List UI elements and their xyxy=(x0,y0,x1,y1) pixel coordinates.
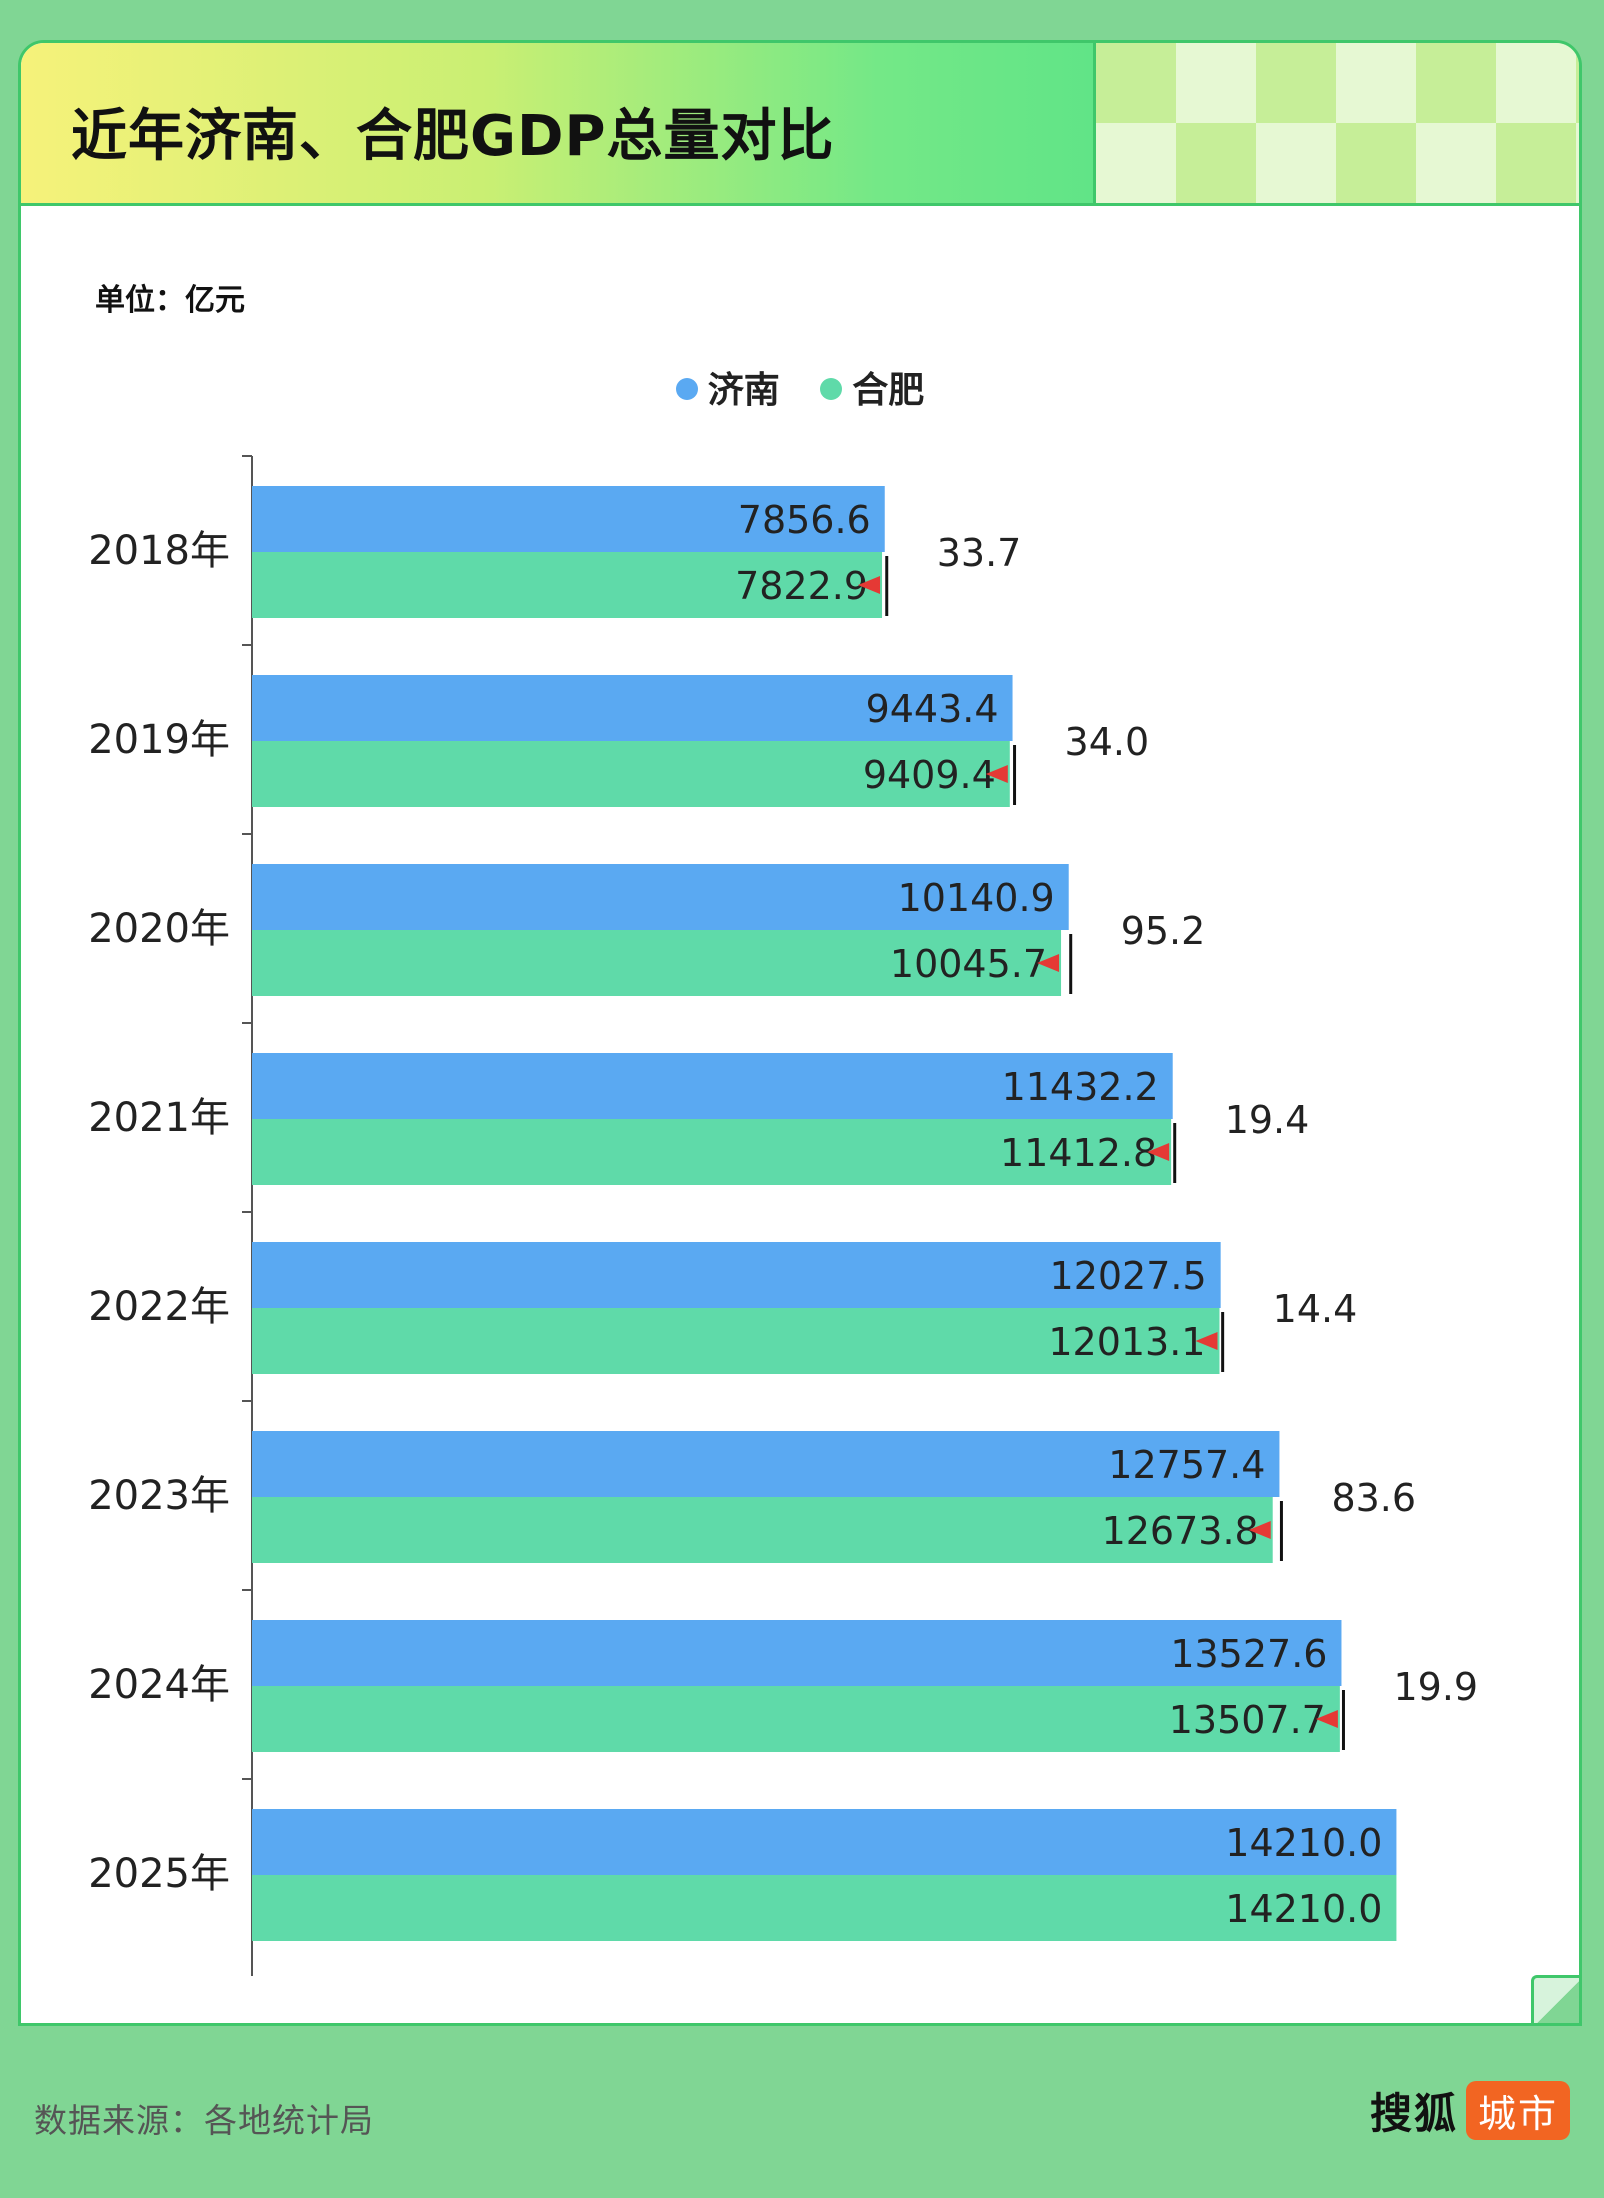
checker-decoration xyxy=(1093,43,1579,203)
category-label: 2020年 xyxy=(88,906,230,952)
bar-hefei xyxy=(252,1875,1397,1941)
bar-jinan xyxy=(252,1620,1342,1686)
bar-hefei xyxy=(252,1686,1340,1752)
gap-arrow xyxy=(1147,1143,1170,1161)
unit-label: 单位：亿元 xyxy=(95,283,245,318)
difference-label: 34.0 xyxy=(1065,720,1150,764)
legend-dot-hefei xyxy=(820,378,843,400)
bar-hefei xyxy=(252,1497,1273,1563)
category-label: 2019年 xyxy=(88,717,230,763)
gap-arrow xyxy=(1195,1332,1218,1350)
category-label: 2022年 xyxy=(88,1284,230,1330)
gap-arrow xyxy=(1315,1710,1338,1728)
header-banner: 近年济南、合肥GDP总量对比 xyxy=(21,43,1579,206)
value-label: 13527.6 xyxy=(1170,1632,1327,1676)
bar-hefei xyxy=(252,930,1062,996)
brand-logo: 搜狐 城市 xyxy=(1370,2080,1570,2140)
value-label: 7856.6 xyxy=(738,498,871,542)
legend: 济南 合肥 xyxy=(21,361,1579,413)
brand-name: 搜狐 xyxy=(1369,2088,1458,2138)
bar-hefei xyxy=(252,1308,1220,1374)
gap-arrow xyxy=(1037,954,1060,972)
page-title: 近年济南、合肥GDP总量对比 xyxy=(71,104,835,169)
bar-jinan xyxy=(252,1053,1173,1119)
category-label: 2018年 xyxy=(88,528,230,574)
value-label: 9409.4 xyxy=(863,753,996,797)
bar-jinan xyxy=(252,1431,1280,1497)
bar-hefei xyxy=(252,552,883,618)
page-fold-corner xyxy=(1531,1975,1579,2023)
value-label: 12013.1 xyxy=(1048,1320,1205,1364)
value-label: 11412.8 xyxy=(1000,1131,1157,1175)
bar-hefei xyxy=(252,1119,1172,1185)
value-label: 14210.0 xyxy=(1225,1821,1382,1865)
brand-tag: 城市 xyxy=(1465,2080,1570,2140)
value-label: 9443.4 xyxy=(866,687,999,731)
value-label: 12757.4 xyxy=(1108,1443,1265,1487)
value-label: 7822.9 xyxy=(735,564,868,608)
legend-item-hefei: 合肥 xyxy=(820,361,924,413)
gap-arrow xyxy=(858,576,881,594)
category-label: 2023年 xyxy=(88,1473,230,1519)
gap-arrow xyxy=(985,765,1008,783)
difference-label: 19.9 xyxy=(1393,1665,1478,1709)
gap-arrow xyxy=(1248,1521,1271,1539)
difference-label: 95.2 xyxy=(1121,909,1206,953)
difference-label: 83.6 xyxy=(1331,1476,1416,1520)
category-label: 2021年 xyxy=(88,1095,230,1141)
legend-label-jinan: 济南 xyxy=(707,370,780,411)
bar-jinan xyxy=(252,1809,1397,1875)
difference-label: 19.4 xyxy=(1225,1098,1310,1142)
bar-jinan xyxy=(252,1242,1221,1308)
category-label: 2024年 xyxy=(88,1662,230,1708)
category-label: 2025年 xyxy=(88,1851,230,1897)
value-label: 12027.5 xyxy=(1050,1254,1207,1298)
value-label: 11432.2 xyxy=(1002,1065,1159,1109)
value-label: 10045.7 xyxy=(890,942,1047,986)
legend-dot-jinan xyxy=(675,378,698,400)
value-label: 12673.8 xyxy=(1102,1509,1259,1553)
value-label: 14210.0 xyxy=(1225,1887,1382,1931)
value-label: 10140.9 xyxy=(898,876,1055,920)
bar-jinan xyxy=(252,675,1013,741)
bar-jinan xyxy=(252,864,1069,930)
bar-hefei xyxy=(252,741,1010,807)
bar-jinan xyxy=(252,486,885,552)
value-label: 13507.7 xyxy=(1169,1698,1326,1742)
legend-item-jinan: 济南 xyxy=(675,361,780,413)
difference-label: 33.7 xyxy=(937,531,1022,575)
legend-label-hefei: 合肥 xyxy=(852,370,925,411)
data-source: 数据来源：各地统计局 xyxy=(34,2101,374,2140)
difference-label: 14.4 xyxy=(1273,1287,1358,1331)
